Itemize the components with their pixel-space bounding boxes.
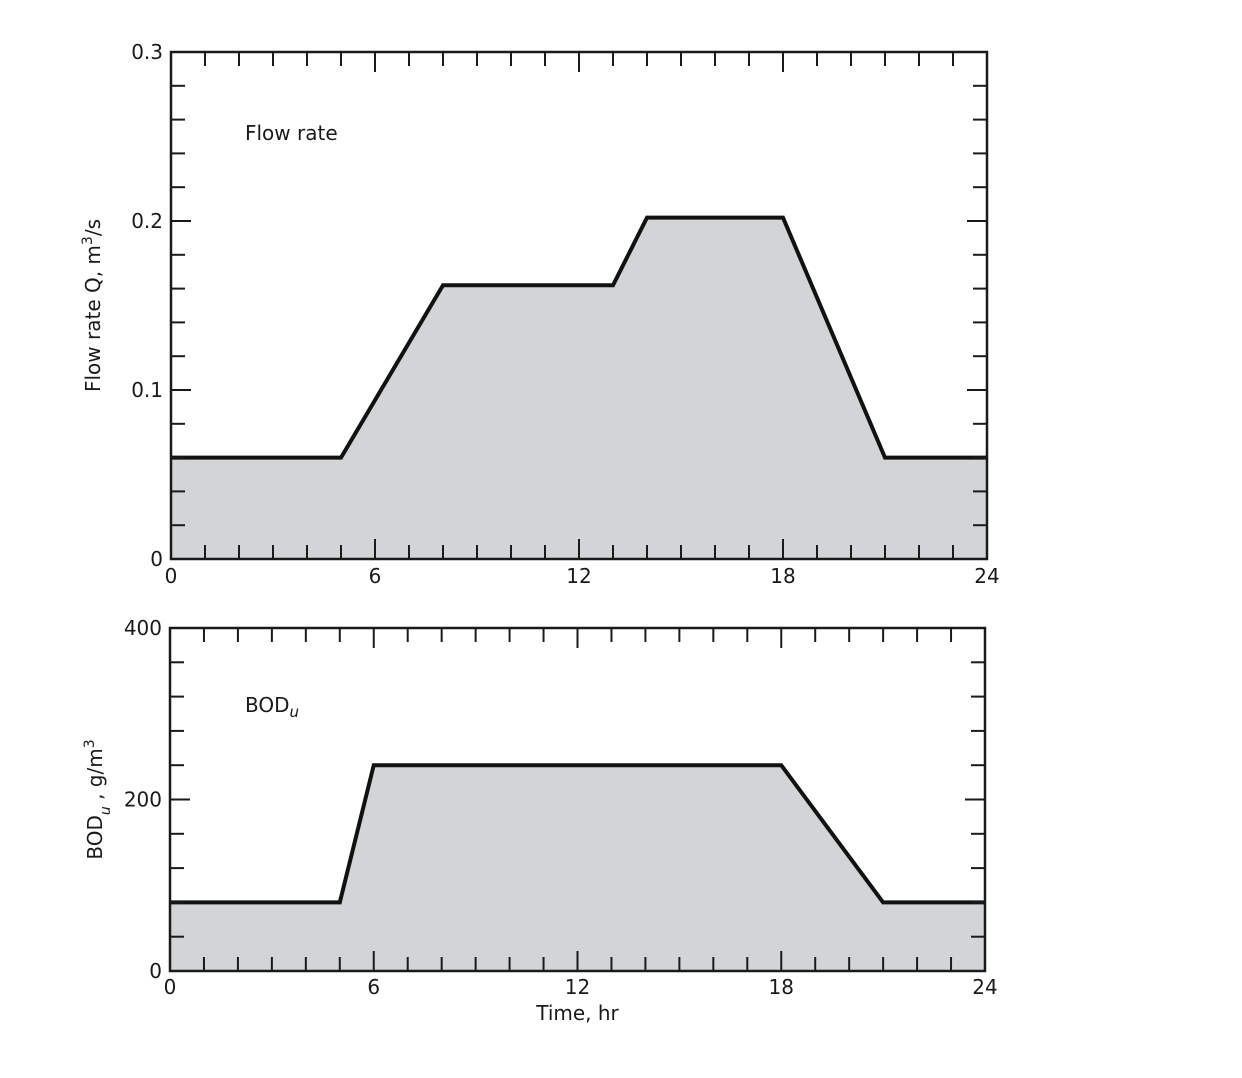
x-tick-label: 12 <box>565 975 590 999</box>
y-tick-label: 400 <box>124 616 162 640</box>
panel-annotation: Flow rate <box>245 121 338 145</box>
x-tick-label: 18 <box>770 564 795 588</box>
area-fill <box>171 217 987 559</box>
y-tick-label: 0 <box>149 959 162 983</box>
series-line <box>171 215 987 460</box>
x-axis-title: Time, hr <box>535 1001 619 1025</box>
x-tick-label: 6 <box>367 975 380 999</box>
y-tick-label: 0.1 <box>131 378 163 402</box>
tick-marks <box>170 51 988 560</box>
panel-annotation: BODu <box>245 693 299 721</box>
y-axis-title: BODu , g/m3 <box>82 739 114 859</box>
tick-marks <box>169 627 986 972</box>
bod-panel: 0 6 12 18 24 0 200 400 BODu BODu , g/m3 Time, hr <box>82 616 998 1025</box>
x-tick-label: 24 <box>974 564 999 588</box>
y-tick-label: 0.2 <box>131 209 163 233</box>
area-fill <box>170 765 985 971</box>
x-tick-label: 0 <box>165 564 178 588</box>
y-tick-label: 0 <box>150 547 163 571</box>
x-tick-label: 6 <box>369 564 382 588</box>
series-line <box>170 763 985 905</box>
x-tick-label: 0 <box>164 975 177 999</box>
x-tick-label: 12 <box>566 564 591 588</box>
y-tick-label: 200 <box>124 788 162 812</box>
x-tick-label: 18 <box>769 975 794 999</box>
flow-rate-panel: 0 6 12 18 24 0 0.1 0.2 0.3 Flow rate Flow rate Q, … <box>80 40 1000 588</box>
y-tick-label: 0.3 <box>131 40 163 64</box>
x-tick-label: 24 <box>972 975 997 999</box>
y-axis-title: Flow rate Q, m3/s <box>80 219 105 392</box>
